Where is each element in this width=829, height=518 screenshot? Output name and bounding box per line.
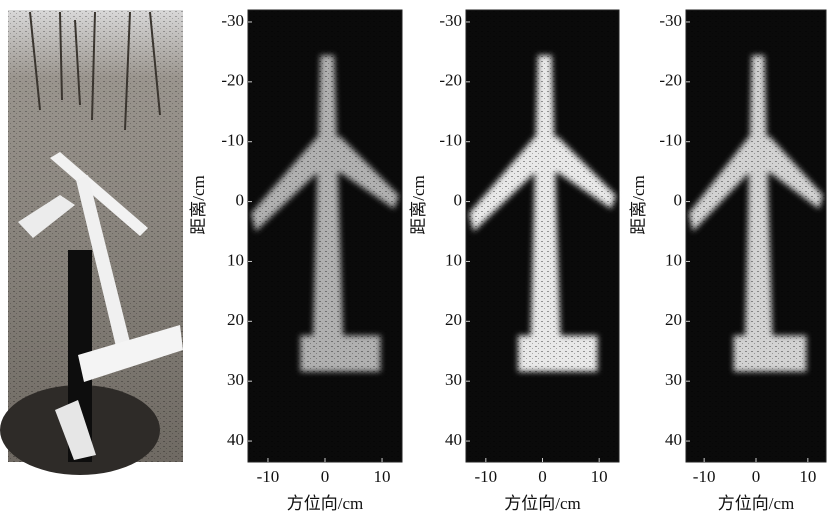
y-tick-label: 0 [236,190,245,209]
x-tick-label: -10 [693,467,716,486]
x-tick-label: -10 [474,467,497,486]
x-tick-label: 0 [538,467,547,486]
y-tick-label: 0 [454,190,463,209]
y-tick-label: -30 [439,11,462,30]
y-tick-label: -30 [659,11,682,30]
y-tick-label: 40 [445,430,462,449]
y-axis-label: 距离/cm [409,175,428,235]
photo [0,10,183,475]
y-tick-label: 30 [665,370,682,389]
x-tick-label: 10 [374,467,391,486]
y-tick-label: 40 [665,430,682,449]
x-tick-label: 0 [752,467,761,486]
y-tick-label: 20 [227,310,244,329]
y-tick-label: -10 [439,131,462,150]
y-tick-label: -20 [221,71,244,90]
image-texture [248,10,402,462]
x-tick-label: 10 [591,467,608,486]
y-tick-label: -10 [221,131,244,150]
radar-image [247,9,403,463]
radar-image [465,9,620,463]
x-tick-label: 0 [321,467,330,486]
y-tick-label: 20 [445,310,462,329]
y-tick-label: 30 [227,370,244,389]
x-tick-label: 10 [799,467,816,486]
x-tick-label: -10 [257,467,280,486]
y-tick-label: 10 [665,250,682,269]
y-axis-label: 距离/cm [189,175,208,235]
y-tick-label: 0 [674,190,683,209]
y-tick-label: 40 [227,430,244,449]
radar-image [685,9,827,463]
y-tick-label: -20 [439,71,462,90]
image-texture [686,10,826,462]
y-tick-label: 10 [227,250,244,269]
y-tick-label: -10 [659,131,682,150]
y-tick-label: 20 [665,310,682,329]
y-tick-label: 10 [445,250,462,269]
x-axis-label: 方位向/cm [287,494,364,513]
y-tick-label: 30 [445,370,462,389]
y-axis-label: 距离/cm [629,175,648,235]
image-texture [466,10,619,462]
y-tick-label: -20 [659,71,682,90]
x-axis-label: 方位向/cm [718,494,795,513]
y-tick-label: -30 [221,11,244,30]
x-axis-label: 方位向/cm [504,494,581,513]
